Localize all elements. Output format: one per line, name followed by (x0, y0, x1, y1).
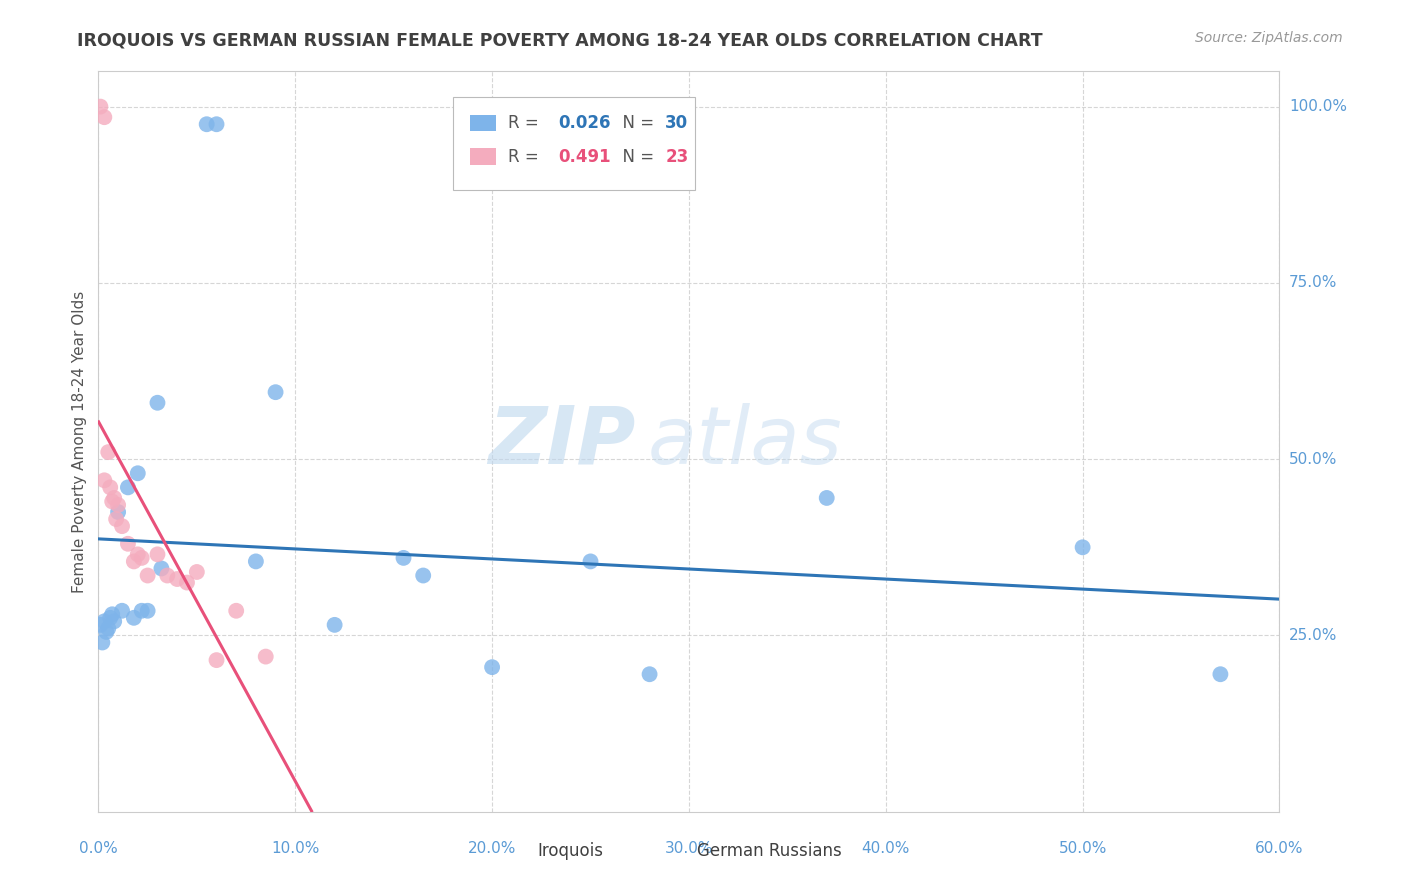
Point (392, 550, 415, 565)
FancyBboxPatch shape (471, 148, 496, 165)
Point (638, 667, 661, 681)
Text: Source: ZipAtlas.com: Source: ZipAtlas.com (1195, 31, 1343, 45)
Text: 0.491: 0.491 (558, 147, 610, 166)
Point (323, 618, 346, 632)
Text: 10.0%: 10.0% (271, 841, 319, 856)
Point (93, 110, 115, 124)
Text: R =: R = (508, 114, 544, 132)
Point (225, 604, 247, 618)
Point (254, 649, 277, 664)
Point (98, 480, 121, 494)
Point (166, 572, 188, 586)
Point (111, 519, 134, 533)
Point (156, 568, 179, 582)
Text: 75.0%: 75.0% (1289, 276, 1337, 291)
Point (93, 473, 115, 487)
Point (91, 635, 114, 649)
Point (107, 505, 129, 519)
Point (107, 498, 129, 512)
Y-axis label: Female Poverty Among 18-24 Year Olds: Female Poverty Among 18-24 Year Olds (72, 291, 87, 592)
Point (89, 100, 111, 114)
Point (97, 445, 120, 459)
Text: N =: N = (612, 114, 659, 132)
Point (117, 480, 139, 494)
Point (103, 491, 125, 505)
Point (136, 568, 159, 582)
Text: 50.0%: 50.0% (1289, 451, 1337, 467)
Point (122, 611, 145, 625)
Point (205, 117, 228, 131)
Point (412, 568, 434, 582)
Text: 20.0%: 20.0% (468, 841, 516, 856)
Text: 40.0%: 40.0% (862, 841, 910, 856)
Text: German Russians: German Russians (697, 842, 842, 860)
FancyBboxPatch shape (453, 97, 695, 190)
Text: 0.026: 0.026 (558, 114, 610, 132)
Text: ZIP: ZIP (488, 402, 636, 481)
Text: Iroquois: Iroquois (537, 842, 603, 860)
Point (146, 396, 169, 410)
FancyBboxPatch shape (471, 115, 496, 131)
Text: 25.0%: 25.0% (1289, 628, 1337, 643)
Text: IROQUOIS VS GERMAN RUSSIAN FEMALE POVERTY AMONG 18-24 YEAR OLDS CORRELATION CHAR: IROQUOIS VS GERMAN RUSSIAN FEMALE POVERT… (77, 31, 1043, 49)
Point (136, 604, 159, 618)
Point (131, 550, 153, 565)
FancyBboxPatch shape (506, 844, 530, 858)
Point (101, 607, 124, 622)
Point (97, 621, 120, 635)
Text: R =: R = (508, 147, 544, 166)
Point (117, 537, 139, 551)
Point (195, 117, 218, 131)
Point (150, 561, 173, 575)
Point (127, 547, 149, 561)
Text: 0.0%: 0.0% (79, 841, 118, 856)
Point (815, 491, 838, 505)
Point (579, 554, 602, 568)
Point (205, 653, 228, 667)
Text: 50.0%: 50.0% (1059, 841, 1107, 856)
Text: 60.0%: 60.0% (1256, 841, 1303, 856)
Point (146, 547, 169, 561)
FancyBboxPatch shape (665, 844, 689, 858)
Point (98, 611, 121, 625)
Point (96, 624, 118, 639)
Text: N =: N = (612, 147, 659, 166)
Point (176, 575, 198, 590)
Point (245, 554, 267, 568)
Point (122, 554, 145, 568)
Point (93, 615, 115, 629)
Point (186, 565, 208, 579)
Point (131, 604, 153, 618)
Point (89, 618, 111, 632)
Text: 30.0%: 30.0% (665, 841, 713, 856)
Text: 100.0%: 100.0% (1289, 99, 1347, 114)
Point (264, 385, 287, 400)
Point (105, 512, 128, 526)
Text: 23: 23 (665, 147, 689, 166)
Point (101, 494, 124, 508)
Point (1209, 667, 1232, 681)
Text: atlas: atlas (648, 402, 842, 481)
Point (103, 615, 125, 629)
Point (481, 660, 503, 674)
Point (111, 604, 134, 618)
Text: 30: 30 (665, 114, 689, 132)
Point (127, 467, 149, 481)
Point (1071, 541, 1094, 555)
